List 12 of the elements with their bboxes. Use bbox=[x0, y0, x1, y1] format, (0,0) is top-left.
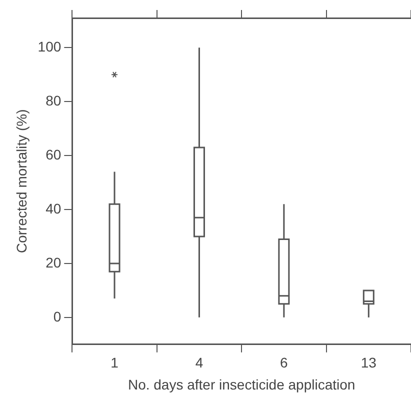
y-tick-label: 0 bbox=[53, 308, 62, 324]
y-axis-title: Corrected mortality (%) bbox=[13, 109, 30, 254]
x-axis-title: No. days after insecticide application bbox=[128, 376, 356, 392]
y-tick-label: 60 bbox=[46, 146, 62, 162]
y-tick-label: 100 bbox=[38, 38, 62, 55]
y-tick-label: 80 bbox=[46, 92, 62, 108]
x-tick-label: 4 bbox=[195, 354, 204, 371]
x-tick-label: 1 bbox=[110, 354, 119, 371]
x-tick-label: 6 bbox=[280, 354, 288, 371]
y-tick-label: 20 bbox=[46, 254, 62, 270]
y-tick-label: 40 bbox=[46, 200, 62, 216]
x-tick-label: 13 bbox=[360, 354, 377, 371]
